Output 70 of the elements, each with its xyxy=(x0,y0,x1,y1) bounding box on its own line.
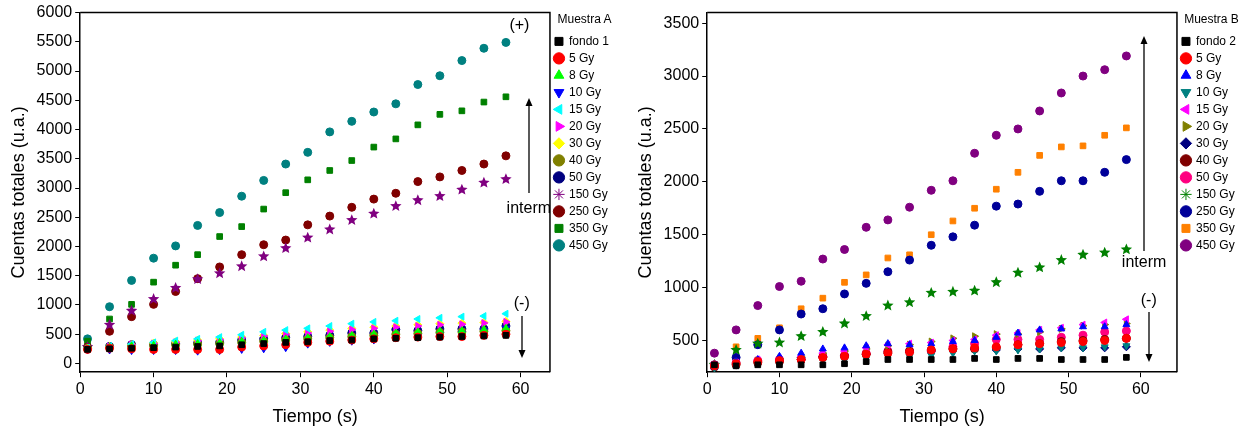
x-tick-label: 0 xyxy=(702,380,712,398)
x-tick-label: 60 xyxy=(1131,380,1150,398)
legend-label: 50 Gy xyxy=(568,169,601,184)
legend-label: 15 Gy xyxy=(568,101,601,116)
x-tick-label: 20 xyxy=(218,380,236,398)
y-tick-label: 3500 xyxy=(663,13,700,31)
annotation: (-) xyxy=(1140,290,1157,308)
legend-label: 30 Gy xyxy=(1195,135,1228,150)
y-tick-label: 1500 xyxy=(36,266,73,284)
x-tick-label: 50 xyxy=(1059,380,1078,398)
x-tick-label: 50 xyxy=(438,380,457,398)
legend-label: 8 Gy xyxy=(568,67,595,82)
annotation: (+) xyxy=(509,15,530,33)
legend-label: 10 Gy xyxy=(568,84,601,99)
y-tick-label: 6000 xyxy=(36,3,73,21)
x-tick-label: 0 xyxy=(75,380,85,398)
y-tick-label: 4500 xyxy=(36,90,73,108)
x-tick-label: 20 xyxy=(842,380,861,398)
x-tick-label: 60 xyxy=(511,380,530,398)
legend-label: 250 Gy xyxy=(568,203,608,218)
legend-label: 350 Gy xyxy=(1195,220,1235,235)
legend-title: Muestra B xyxy=(1184,12,1239,27)
legend-label: 5 Gy xyxy=(1195,50,1222,65)
x-tick-label: 30 xyxy=(291,380,310,398)
annotation: (-) xyxy=(513,294,530,312)
legend-label: 15 Gy xyxy=(1195,101,1228,116)
y-tick-label: 3000 xyxy=(36,178,73,196)
y-tick-label: 2500 xyxy=(36,207,73,225)
legend-label: 20 Gy xyxy=(568,118,601,133)
legend-label: 350 Gy xyxy=(568,220,608,235)
legend-title: Muestra A xyxy=(557,12,612,27)
y-tick-label: 2500 xyxy=(663,119,700,137)
legend-label: 10 Gy xyxy=(1195,84,1228,99)
legend-label: 5 Gy xyxy=(568,50,595,65)
y-tick-label: 2000 xyxy=(663,172,700,190)
y-tick-label: 1000 xyxy=(36,295,73,313)
x-tick-label: 10 xyxy=(770,380,789,398)
y-axis-title: Cuentas totales (u.a.) xyxy=(7,106,28,279)
y-tick-label: 0 xyxy=(63,353,73,371)
legend-label: 150 Gy xyxy=(568,186,608,201)
x-axis-title: Tiempo (s) xyxy=(899,406,985,427)
y-tick-label: 500 xyxy=(45,324,73,342)
legend-label: 50 Gy xyxy=(1195,169,1228,184)
y-tick-label: 1500 xyxy=(663,225,700,243)
legend-label: 20 Gy xyxy=(1195,118,1228,133)
y-tick-label: 500 xyxy=(672,330,700,348)
y-tick-label: 3500 xyxy=(36,149,73,167)
legend-label: 40 Gy xyxy=(1195,152,1228,167)
x-axis-title: Tiempo (s) xyxy=(272,406,358,427)
y-tick-label: 1000 xyxy=(663,277,700,295)
legend-label: 30 Gy xyxy=(568,135,601,150)
legend-label: 150 Gy xyxy=(1195,186,1235,201)
annotation: interm xyxy=(1121,252,1167,270)
x-tick-label: 30 xyxy=(915,380,934,398)
legend-label: 450 Gy xyxy=(568,237,608,252)
legend-label: fondo 1 xyxy=(568,33,610,48)
legend-label: 8 Gy xyxy=(1195,67,1222,82)
legend-label: fondo 2 xyxy=(1195,33,1237,48)
legend-label: 40 Gy xyxy=(568,152,601,167)
y-tick-label: 4000 xyxy=(36,119,73,137)
legend-label: 450 Gy xyxy=(1195,237,1235,252)
y-tick-label: 5500 xyxy=(36,32,73,50)
x-tick-label: 10 xyxy=(144,380,163,398)
legend-label: 250 Gy xyxy=(1195,203,1235,218)
y-tick-label: 5000 xyxy=(36,61,73,79)
x-tick-label: 40 xyxy=(364,380,383,398)
y-tick-label: 3000 xyxy=(663,66,700,84)
y-tick-label: 2000 xyxy=(36,236,73,254)
x-tick-label: 40 xyxy=(987,380,1006,398)
y-axis-title: Cuentas totales (u.a.) xyxy=(634,106,655,279)
